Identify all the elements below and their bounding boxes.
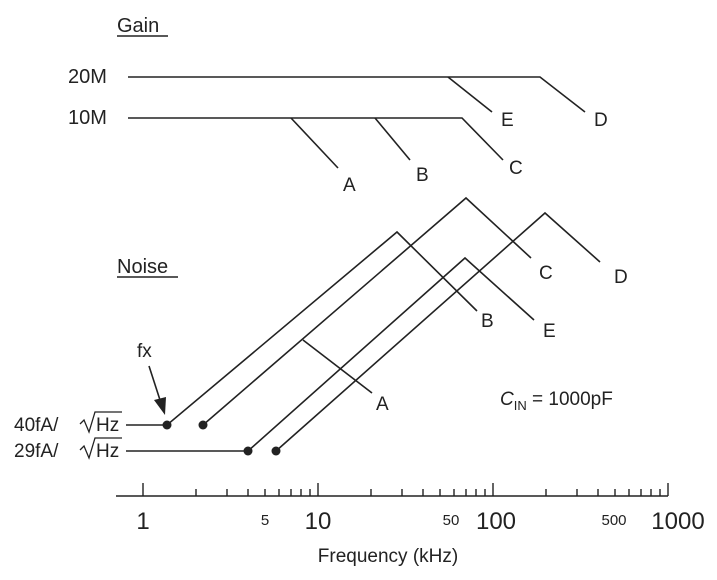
noise-level-40fa: 40fA/ [14,415,59,436]
tick-label-1000: 1000 [651,508,704,535]
tick-label-50: 50 [443,512,460,529]
tick-label-1: 1 [136,508,149,535]
cin-value: = 1000pF [527,389,613,410]
noise-title: Noise [117,256,168,278]
gain-curve-b [374,117,411,161]
cin-symbol: C [500,389,514,410]
noise-marker-3 [243,446,253,456]
tick-label-10: 10 [305,508,332,535]
noise-curve-a [302,339,373,394]
cin-subscript: IN [514,398,527,413]
gain-label-a: A [343,175,356,196]
gain-curve-e [447,76,493,113]
noise-label-b: B [481,311,494,332]
noise-marker-2 [198,420,208,430]
fx-arrow-shaft [148,365,161,401]
noise-marker-4 [271,446,281,456]
tick-label-500: 500 [601,512,626,529]
noise-line-40fa [126,230,478,426]
noise-label-d: D [614,267,628,288]
noise-curve-c [202,196,532,426]
gain-curve-a [290,117,339,169]
gain-line-20m [128,76,586,113]
gain-level-10m: 10M [68,107,107,129]
gain-label-b: B [416,165,429,186]
gain-curves [128,76,586,169]
minor-ticks [195,489,661,496]
noise-curve-d [275,211,601,452]
radical-sign-40fa [79,411,122,434]
noise-unit-29fa: Hz [96,441,119,462]
axis-title: Frequency (kHz) [318,546,458,567]
radical-sign-29fa [79,437,122,460]
tick-label-5: 5 [261,512,269,529]
gain-label-d: D [594,110,608,131]
cin-condition: CIN = 1000pF [500,389,613,413]
gain-line-10m [128,117,504,161]
noise-curves [126,196,601,452]
noise-label-e: E [543,321,556,342]
noise-unit-40fa: Hz [96,415,119,436]
frequency-axis: 1 5 10 50 100 500 1000 Frequency (kHz) [116,483,705,567]
gain-level-20m: 20M [68,66,107,88]
noise-marker-1 [162,420,172,430]
noise-label-a: A [376,394,389,415]
fx-label: fx [137,341,152,362]
gain-label-e: E [501,110,514,131]
noise-level-29fa: 29fA/ [14,441,59,462]
tick-label-100: 100 [476,508,516,535]
noise-label-c: C [539,263,553,284]
noise-line-29fa [126,256,535,452]
gain-title: Gain [117,15,159,37]
fx-arrow-head [154,397,166,415]
gain-label-c: C [509,158,523,179]
